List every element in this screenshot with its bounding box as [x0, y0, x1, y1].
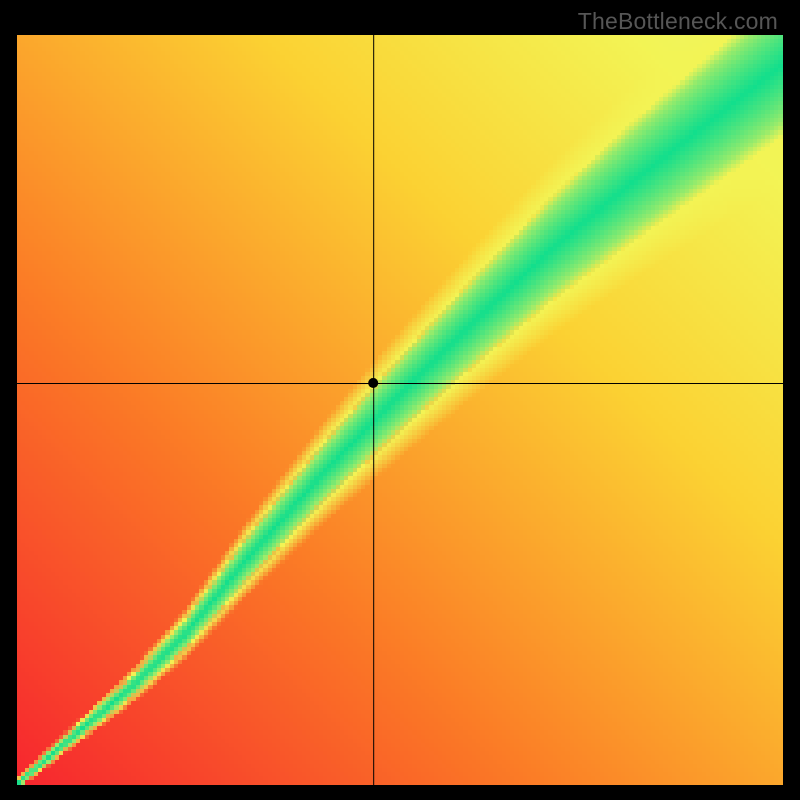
watermark-text: TheBottleneck.com: [578, 8, 778, 35]
heatmap-plot-area: [17, 35, 783, 785]
chart-frame: TheBottleneck.com: [0, 0, 800, 800]
heatmap-canvas: [17, 35, 783, 785]
